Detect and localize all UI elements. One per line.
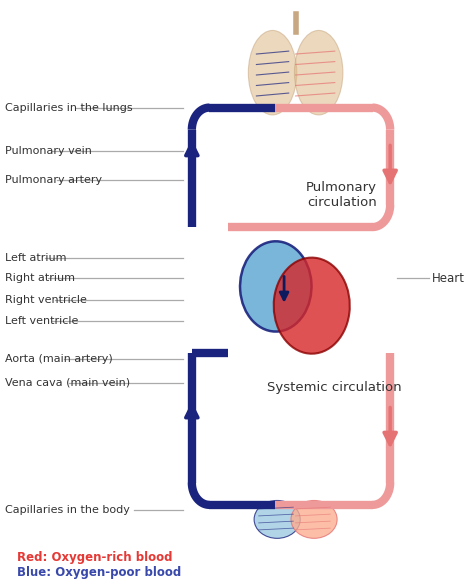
Text: Capillaries in the lungs: Capillaries in the lungs — [5, 103, 133, 113]
Text: Right ventricle: Right ventricle — [5, 295, 87, 305]
Text: Pulmonary artery: Pulmonary artery — [5, 175, 102, 185]
Text: Right atrium: Right atrium — [5, 273, 75, 283]
Ellipse shape — [240, 241, 311, 332]
Text: Systemic circulation: Systemic circulation — [267, 380, 402, 394]
Ellipse shape — [273, 258, 350, 354]
Text: Left ventricle: Left ventricle — [5, 316, 79, 326]
Ellipse shape — [248, 31, 297, 115]
Text: Blue: Oxygen-poor blood: Blue: Oxygen-poor blood — [17, 566, 181, 579]
Text: Pulmonary vein: Pulmonary vein — [5, 146, 92, 156]
Ellipse shape — [254, 500, 300, 539]
Text: Capillaries in the body: Capillaries in the body — [5, 505, 130, 514]
Text: Heart: Heart — [432, 272, 465, 285]
Text: Aorta (main artery): Aorta (main artery) — [5, 354, 113, 364]
Ellipse shape — [294, 31, 343, 115]
Text: Pulmonary
circulation: Pulmonary circulation — [306, 181, 377, 209]
Text: Red: Oxygen-rich blood: Red: Oxygen-rich blood — [17, 551, 172, 564]
Ellipse shape — [291, 500, 337, 539]
Text: Vena cava (main vein): Vena cava (main vein) — [5, 377, 130, 387]
Text: Left atrium: Left atrium — [5, 253, 66, 263]
